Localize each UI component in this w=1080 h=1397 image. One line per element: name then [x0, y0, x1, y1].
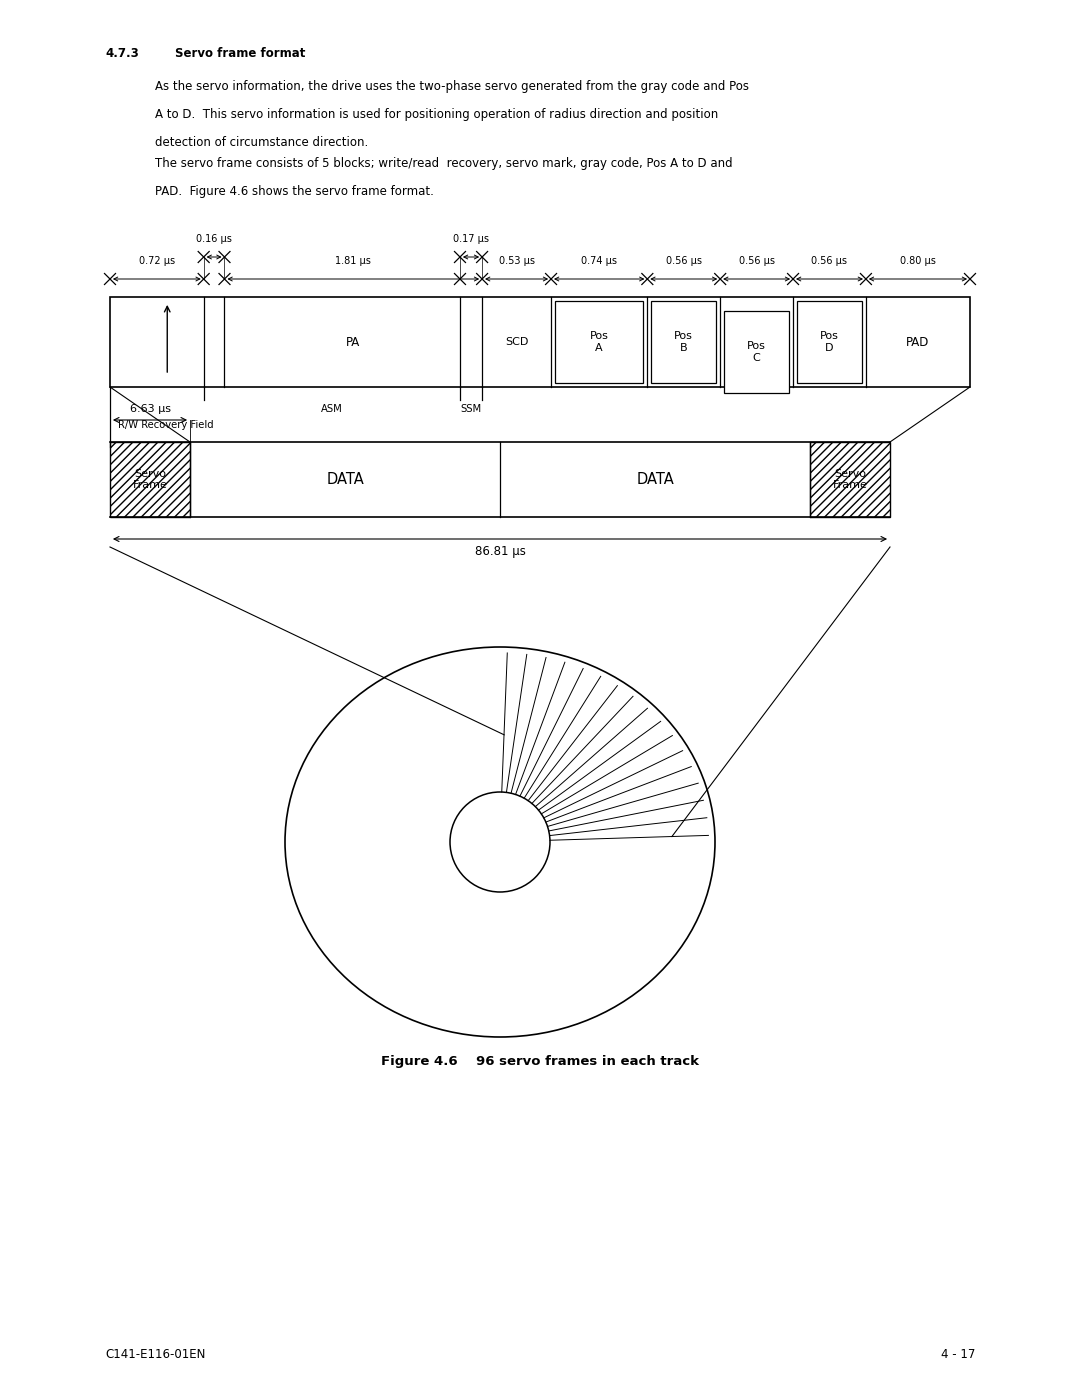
- Text: SSM: SSM: [460, 404, 482, 414]
- Text: A to D.  This servo information is used for positioning operation of radius dire: A to D. This servo information is used f…: [156, 108, 718, 122]
- Text: SCD: SCD: [504, 337, 528, 346]
- Bar: [725, 312, 789, 393]
- Text: Pos
B: Pos B: [674, 331, 693, 353]
- Text: 0.17 μs: 0.17 μs: [453, 235, 489, 244]
- Text: 0.16 μs: 0.16 μs: [197, 235, 232, 244]
- Circle shape: [450, 792, 550, 893]
- Text: PAD: PAD: [906, 335, 930, 348]
- Text: 0.56 μs: 0.56 μs: [811, 256, 848, 265]
- Text: Servo
Frame: Servo Frame: [833, 469, 867, 490]
- Text: PAD.  Figure 4.6 shows the servo frame format.: PAD. Figure 4.6 shows the servo frame fo…: [156, 184, 434, 198]
- Text: 1.81 μs: 1.81 μs: [336, 256, 372, 265]
- Bar: [555, 300, 644, 383]
- Text: 0.56 μs: 0.56 μs: [739, 256, 774, 265]
- Text: 0.56 μs: 0.56 μs: [665, 256, 702, 265]
- Text: Pos
C: Pos C: [747, 341, 766, 363]
- Text: 4.7.3: 4.7.3: [105, 47, 138, 60]
- Text: 86.81 μs: 86.81 μs: [474, 545, 526, 557]
- Bar: [797, 300, 862, 383]
- Text: R/W Recovery Field: R/W Recovery Field: [118, 420, 214, 430]
- Text: Servo
Frame: Servo Frame: [133, 469, 167, 490]
- Text: 0.74 μs: 0.74 μs: [581, 256, 617, 265]
- Text: Servo frame format: Servo frame format: [175, 47, 306, 60]
- Text: As the servo information, the drive uses the two-phase servo generated from the : As the servo information, the drive uses…: [156, 80, 750, 94]
- Text: 0.53 μs: 0.53 μs: [499, 256, 535, 265]
- Text: The servo frame consists of 5 blocks; write/read  recovery, servo mark, gray cod: The servo frame consists of 5 blocks; wr…: [156, 156, 732, 170]
- Text: 0.80 μs: 0.80 μs: [900, 256, 936, 265]
- Text: 6.63 μs: 6.63 μs: [130, 404, 171, 414]
- Text: detection of circumstance direction.: detection of circumstance direction.: [156, 136, 368, 149]
- Text: DATA: DATA: [326, 472, 364, 488]
- Bar: [810, 441, 890, 517]
- Bar: [110, 298, 970, 387]
- Text: 4 - 17: 4 - 17: [941, 1348, 975, 1362]
- Text: Pos
A: Pos A: [590, 331, 609, 353]
- Text: ASM: ASM: [321, 404, 342, 414]
- Bar: [651, 300, 716, 383]
- Bar: [110, 441, 190, 517]
- Text: PA: PA: [347, 335, 361, 348]
- Text: DATA: DATA: [636, 472, 674, 488]
- Text: 0.72 μs: 0.72 μs: [138, 256, 175, 265]
- Text: Figure 4.6    96 servo frames in each track: Figure 4.6 96 servo frames in each track: [381, 1056, 699, 1069]
- Text: Pos
D: Pos D: [820, 331, 839, 353]
- Text: C141-E116-01EN: C141-E116-01EN: [105, 1348, 205, 1362]
